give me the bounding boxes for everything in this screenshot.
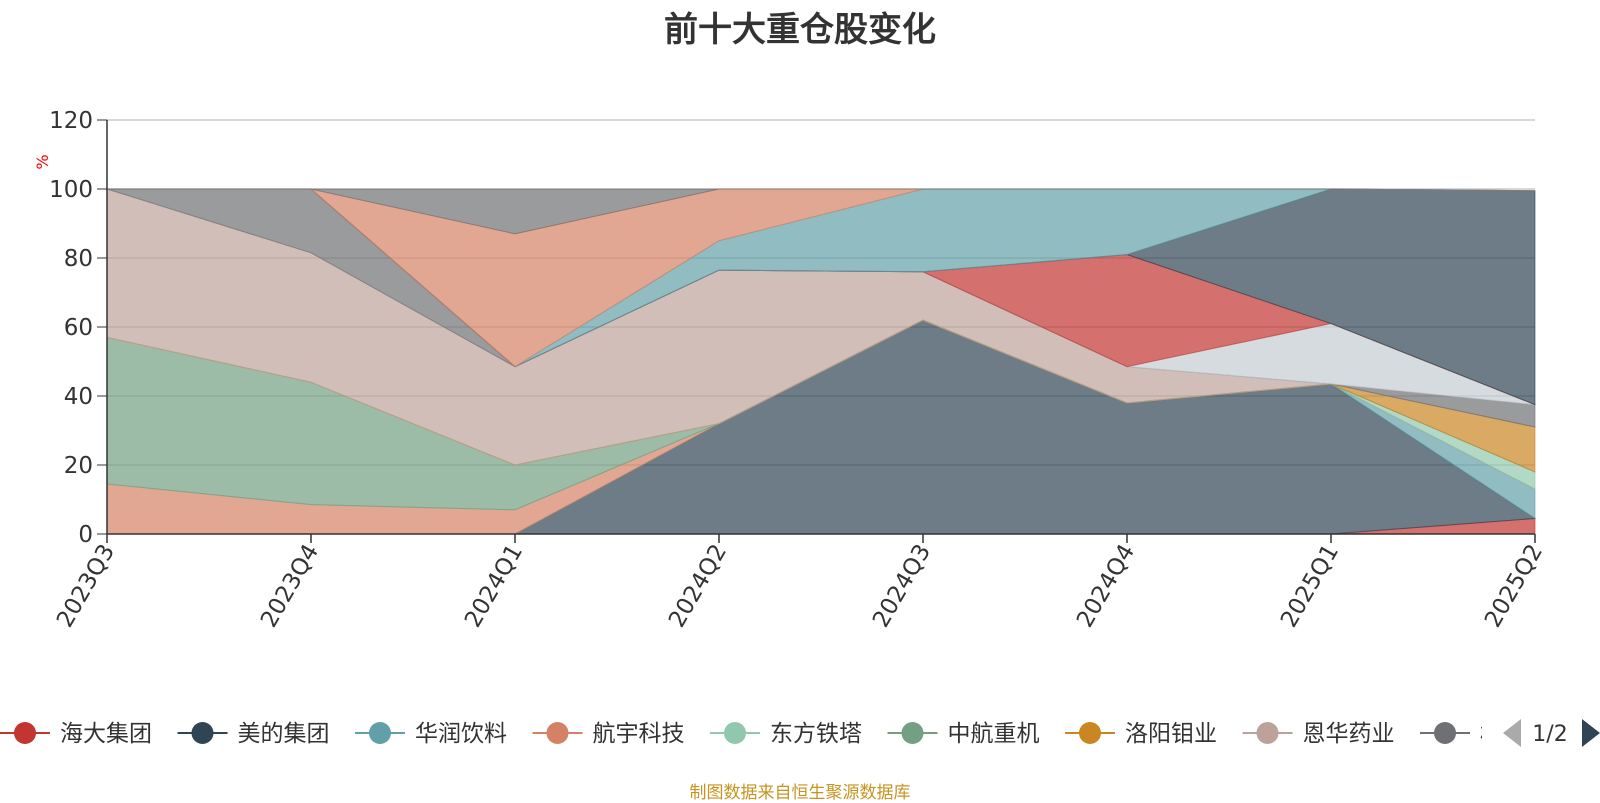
legend-circle-icon [724, 722, 746, 744]
legend-circle-icon [369, 722, 391, 744]
legend-circle-icon [1434, 722, 1456, 744]
legend-circle-icon [1256, 722, 1279, 744]
legend-label: 航宇科技 [593, 721, 685, 747]
legend-label: 格 [1480, 721, 1503, 747]
legend-label: 洛阳钼业 [1125, 721, 1217, 747]
y-axis-label: % [33, 154, 52, 169]
x-tick-label: 2023Q3 [52, 540, 120, 632]
area-series-16 [107, 188, 1536, 235]
y-tick-label: 0 [78, 522, 93, 548]
legend-label: 海大集团 [60, 721, 152, 747]
legend-circle-icon [191, 722, 214, 744]
y-tick-label: 20 [64, 453, 93, 479]
legend-label: 东方铁塔 [770, 721, 862, 747]
y-tick-label: 40 [64, 384, 93, 410]
x-tick-label: 2024Q2 [664, 540, 732, 632]
legend-label: 美的集团 [238, 721, 330, 747]
y-tick-label: 80 [64, 246, 93, 272]
x-tick-label: 2025Q2 [1480, 540, 1548, 632]
x-tick-label: 2024Q4 [1072, 540, 1140, 632]
legend-item[interactable]: 格 [1420, 721, 1503, 747]
legend-page-indicator: 1/2 [1532, 722, 1567, 747]
x-tick-label: 2025Q1 [1276, 540, 1344, 632]
legend-circle-icon [14, 722, 36, 744]
legend-pager: 1/2 [1503, 719, 1600, 747]
legend-item[interactable]: 恩华药业 [1242, 721, 1395, 747]
legend-item[interactable]: 洛阳钼业 [1065, 721, 1217, 747]
source-note: 制图数据来自恒生聚源数据库 [689, 783, 911, 803]
legend-circle-icon [901, 722, 924, 744]
area-series [106, 188, 1537, 535]
chart-title: 前十大重仓股变化 [664, 10, 936, 50]
legend-next-icon[interactable] [1582, 719, 1600, 747]
legend-item[interactable]: 中航重机 [887, 721, 1040, 747]
legend-prev-icon[interactable] [1503, 719, 1521, 747]
y-tick-label: 100 [49, 177, 93, 203]
legend-label: 恩华药业 [1303, 721, 1395, 747]
legend-circle-icon [546, 722, 569, 744]
legend-circle-icon [1079, 722, 1101, 744]
x-tick-label: 2024Q1 [460, 540, 528, 632]
x-tick-label: 2024Q3 [868, 540, 936, 632]
legend-item[interactable]: 美的集团 [177, 721, 330, 747]
legend: 海大集团 美的集团 华润饮料 航宇科技 东方铁塔 中航重机 洛阳钼业 恩华药业 格 [0, 721, 1503, 747]
x-tick-label: 2023Q4 [256, 540, 324, 632]
legend-label: 华润饮料 [415, 721, 507, 747]
legend-label: 中航重机 [948, 721, 1040, 747]
legend-item[interactable]: 东方铁塔 [710, 721, 862, 747]
legend-item[interactable]: 航宇科技 [532, 721, 685, 747]
y-tick-label: 60 [64, 315, 93, 341]
y-tick-label: 120 [49, 108, 93, 134]
legend-item[interactable]: 华润饮料 [355, 721, 507, 747]
legend-item[interactable]: 海大集团 [0, 721, 152, 747]
